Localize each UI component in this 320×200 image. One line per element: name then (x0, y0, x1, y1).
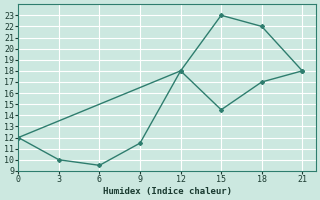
X-axis label: Humidex (Indice chaleur): Humidex (Indice chaleur) (103, 187, 232, 196)
